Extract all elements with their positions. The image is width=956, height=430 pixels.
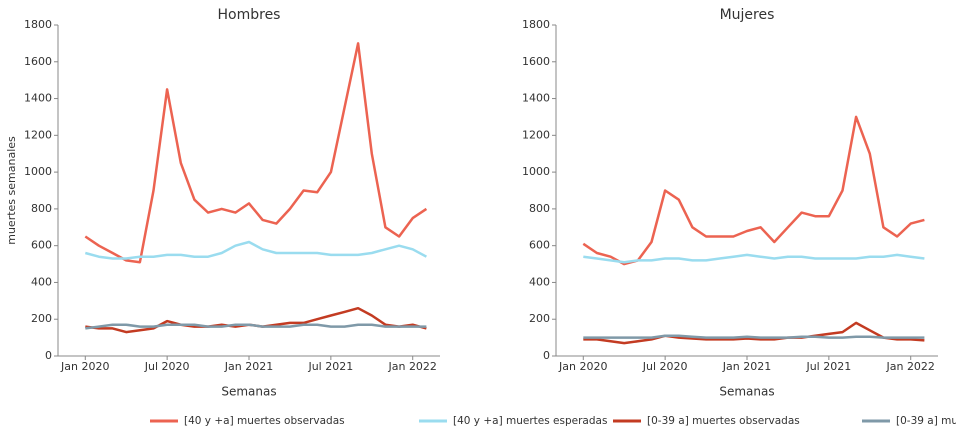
y-axis-label: muertes semanales (5, 136, 18, 245)
y-tick-label: 1200 (24, 128, 52, 141)
x-tick-label: Jan 2021 (722, 360, 771, 373)
y-tick-label: 200 (31, 312, 52, 325)
y-tick-label: 600 (529, 239, 550, 252)
x-tick-label: Jul 2021 (307, 360, 353, 373)
series-line (84, 240, 427, 260)
y-tick-label: 800 (31, 202, 52, 215)
x-axis-label: Semanas (221, 385, 276, 399)
x-tick-label: Jan 2022 (885, 360, 934, 373)
y-tick-label: 1800 (522, 18, 550, 31)
x-tick-label: Jan 2020 (558, 360, 607, 373)
series-line (583, 334, 925, 339)
y-tick-label: 1000 (24, 165, 52, 178)
y-tick-label: 600 (31, 239, 52, 252)
y-tick-label: 1400 (24, 92, 52, 105)
x-tick-label: Jul 2020 (144, 360, 190, 373)
x-tick-label: Jan 2020 (60, 360, 109, 373)
legend-label: [0-39 a] muertes esperadas (896, 415, 956, 427)
x-axis-label: Semanas (719, 385, 774, 399)
legend-label: [40 y +a] muertes esperadas (453, 415, 607, 427)
legend-label: [0-39 a] muertes observadas (647, 415, 800, 427)
series-line (583, 253, 925, 264)
legend-label: [40 y +a] muertes observadas (184, 415, 345, 427)
y-tick-label: 800 (529, 202, 550, 215)
y-tick-label: 1600 (24, 55, 52, 68)
series-line (85, 323, 427, 330)
y-tick-label: 0 (543, 349, 550, 362)
y-tick-label: 0 (45, 349, 52, 362)
y-tick-label: 1200 (522, 128, 550, 141)
y-tick-label: 400 (529, 275, 550, 288)
series-line (84, 42, 428, 264)
y-tick-label: 1000 (522, 165, 550, 178)
x-tick-label: Jan 2021 (224, 360, 273, 373)
x-tick-label: Jan 2022 (387, 360, 436, 373)
x-tick-label: Jul 2020 (642, 360, 688, 373)
series-line (583, 321, 925, 345)
series-line (582, 115, 925, 266)
chart-title: Mujeres (720, 7, 775, 23)
y-tick-label: 1400 (522, 92, 550, 105)
y-tick-label: 1800 (24, 18, 52, 31)
chart-title: Hombres (218, 7, 281, 23)
x-tick-label: Jul 2021 (805, 360, 851, 373)
y-tick-label: 400 (31, 275, 52, 288)
series-line (85, 306, 427, 334)
y-tick-label: 200 (529, 312, 550, 325)
y-tick-label: 1600 (522, 55, 550, 68)
